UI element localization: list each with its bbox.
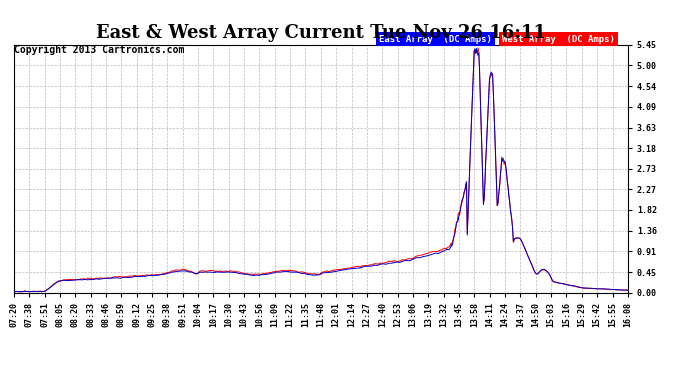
Text: Copyright 2013 Cartronics.com: Copyright 2013 Cartronics.com	[14, 45, 184, 55]
Title: East & West Array Current Tue Nov 26 16:11: East & West Array Current Tue Nov 26 16:…	[96, 24, 546, 42]
Text: East Array  (DC Amps): East Array (DC Amps)	[380, 35, 492, 44]
Text: West Array  (DC Amps): West Array (DC Amps)	[502, 35, 615, 44]
